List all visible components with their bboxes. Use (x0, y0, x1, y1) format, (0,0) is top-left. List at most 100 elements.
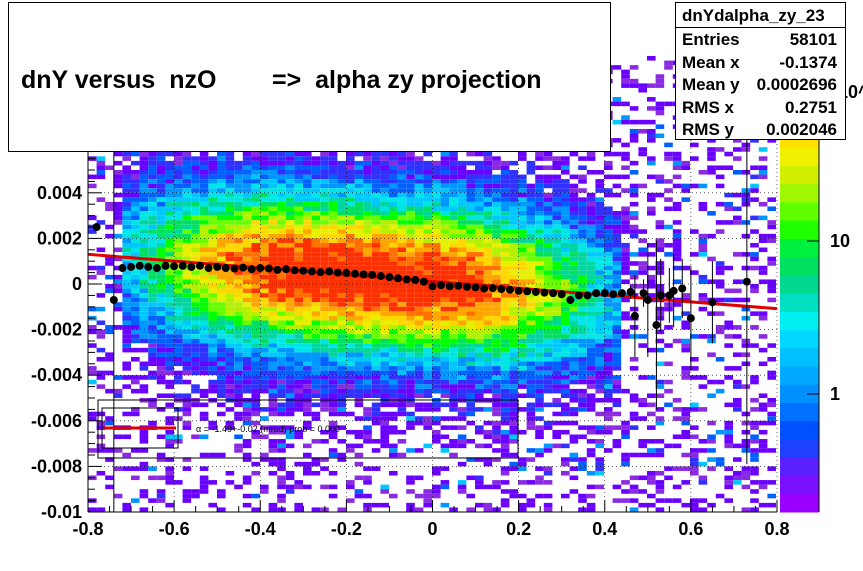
heatmap-cell (294, 293, 303, 298)
heatmap-cell (234, 229, 243, 234)
heatmap-cell (242, 192, 252, 198)
heatmap-cell (475, 238, 484, 243)
heatmap-cell (449, 220, 458, 225)
heatmap-cell (629, 411, 639, 417)
heatmap-cell (750, 448, 759, 453)
heatmap-cell (569, 434, 579, 440)
heatmap-cell (208, 174, 217, 180)
heatmap-cell (354, 393, 364, 398)
heatmap-cell (320, 238, 329, 243)
heatmap-cell (320, 252, 329, 257)
heatmap-cell (647, 274, 656, 280)
heatmap-cell (655, 361, 665, 367)
heatmap-cell (690, 356, 699, 362)
heatmap-cell (578, 329, 587, 335)
heatmap-cell (208, 352, 217, 357)
heatmap-cell (440, 270, 450, 275)
heatmap-cell (285, 315, 295, 321)
heatmap-cell (492, 370, 501, 376)
heatmap-cell (328, 252, 338, 257)
heatmap-cell (406, 375, 415, 380)
heatmap-cell (397, 366, 407, 371)
heatmap-cell (165, 384, 174, 389)
heatmap-cell (328, 197, 338, 202)
heatmap-cell (423, 347, 432, 353)
heatmap-cell (595, 183, 604, 189)
heatmap-cell (363, 320, 372, 326)
heatmap-cell (535, 347, 544, 353)
heatmap-cell (569, 325, 579, 330)
heatmap-cell (492, 329, 501, 335)
heatmap-cell (595, 320, 604, 326)
heatmap-cell (647, 402, 656, 408)
heatmap-cell (561, 284, 570, 289)
heatmap-cell (595, 466, 604, 471)
heatmap-cell (165, 233, 174, 239)
heatmap-cell (543, 320, 553, 326)
heatmap-cell (604, 220, 613, 225)
heatmap-cell (363, 306, 372, 312)
heatmap-cell (475, 274, 484, 280)
heatmap-cell (397, 370, 407, 376)
heatmap-cell (612, 375, 622, 380)
heatmap-cell (337, 439, 346, 444)
heatmap-cell (139, 274, 149, 280)
heatmap-cell (320, 311, 329, 316)
heatmap-cell (251, 311, 260, 316)
heatmap-cell (337, 343, 346, 348)
heatmap-cell (664, 197, 673, 202)
heatmap-cell (500, 498, 510, 503)
heatmap-cell (509, 183, 518, 189)
heatmap-cell (242, 493, 252, 499)
heatmap-cell (423, 242, 432, 248)
heatmap-cell (191, 334, 200, 339)
heatmap-cell (586, 224, 596, 230)
heatmap-cell (311, 388, 321, 394)
heatmap-cell (647, 242, 656, 248)
heatmap-cell (715, 329, 725, 335)
heatmap-cell (380, 242, 389, 248)
heatmap-cell (543, 197, 553, 202)
heatmap-cell (543, 329, 553, 335)
heatmap-cell (260, 183, 269, 189)
heatmap-cell (440, 192, 450, 198)
heatmap-cell (397, 311, 407, 316)
heatmap-cell (328, 384, 338, 389)
heatmap-cell (578, 279, 587, 284)
heatmap-cell (397, 429, 407, 435)
heatmap-cell (475, 242, 484, 248)
heatmap-cell (586, 211, 596, 216)
heatmap-cell (208, 388, 217, 394)
heatmap-cell (371, 420, 381, 426)
heatmap-cell (457, 183, 467, 189)
heatmap-cell (285, 197, 295, 202)
heatmap-cell (552, 429, 561, 435)
heatmap-cell (311, 183, 321, 189)
heatmap-cell (165, 279, 174, 284)
heatmap-cell (251, 347, 260, 353)
heatmap-cell (337, 411, 346, 417)
heatmap-cell (156, 252, 166, 257)
heatmap-cell (191, 356, 200, 362)
heatmap-cell (131, 174, 140, 180)
heatmap-cell (389, 238, 398, 243)
heatmap-cell (139, 151, 149, 157)
heatmap-cell (741, 429, 751, 435)
heatmap-cell (122, 366, 131, 371)
heatmap-cell (363, 151, 372, 157)
heatmap-cell (543, 379, 553, 385)
heatmap-cell (234, 320, 243, 326)
heatmap-cell (586, 233, 596, 239)
heatmap-cell (638, 119, 647, 125)
heatmap-cell (518, 256, 527, 262)
heatmap-cell (268, 183, 278, 189)
heatmap-cell (363, 229, 372, 234)
heatmap-cell (586, 352, 596, 357)
heatmap-cell (268, 407, 278, 412)
heatmap-cell (500, 407, 510, 412)
heatmap-cell (380, 156, 389, 161)
heatmap-cell (647, 56, 656, 61)
heatmap-cell (518, 242, 527, 248)
heatmap-cell (389, 416, 398, 421)
heatmap-cell (371, 311, 381, 316)
